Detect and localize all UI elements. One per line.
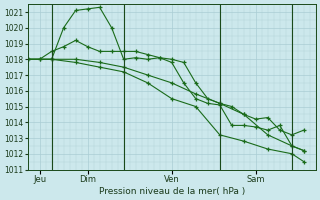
X-axis label: Pression niveau de la mer( hPa ): Pression niveau de la mer( hPa ): [99, 187, 245, 196]
